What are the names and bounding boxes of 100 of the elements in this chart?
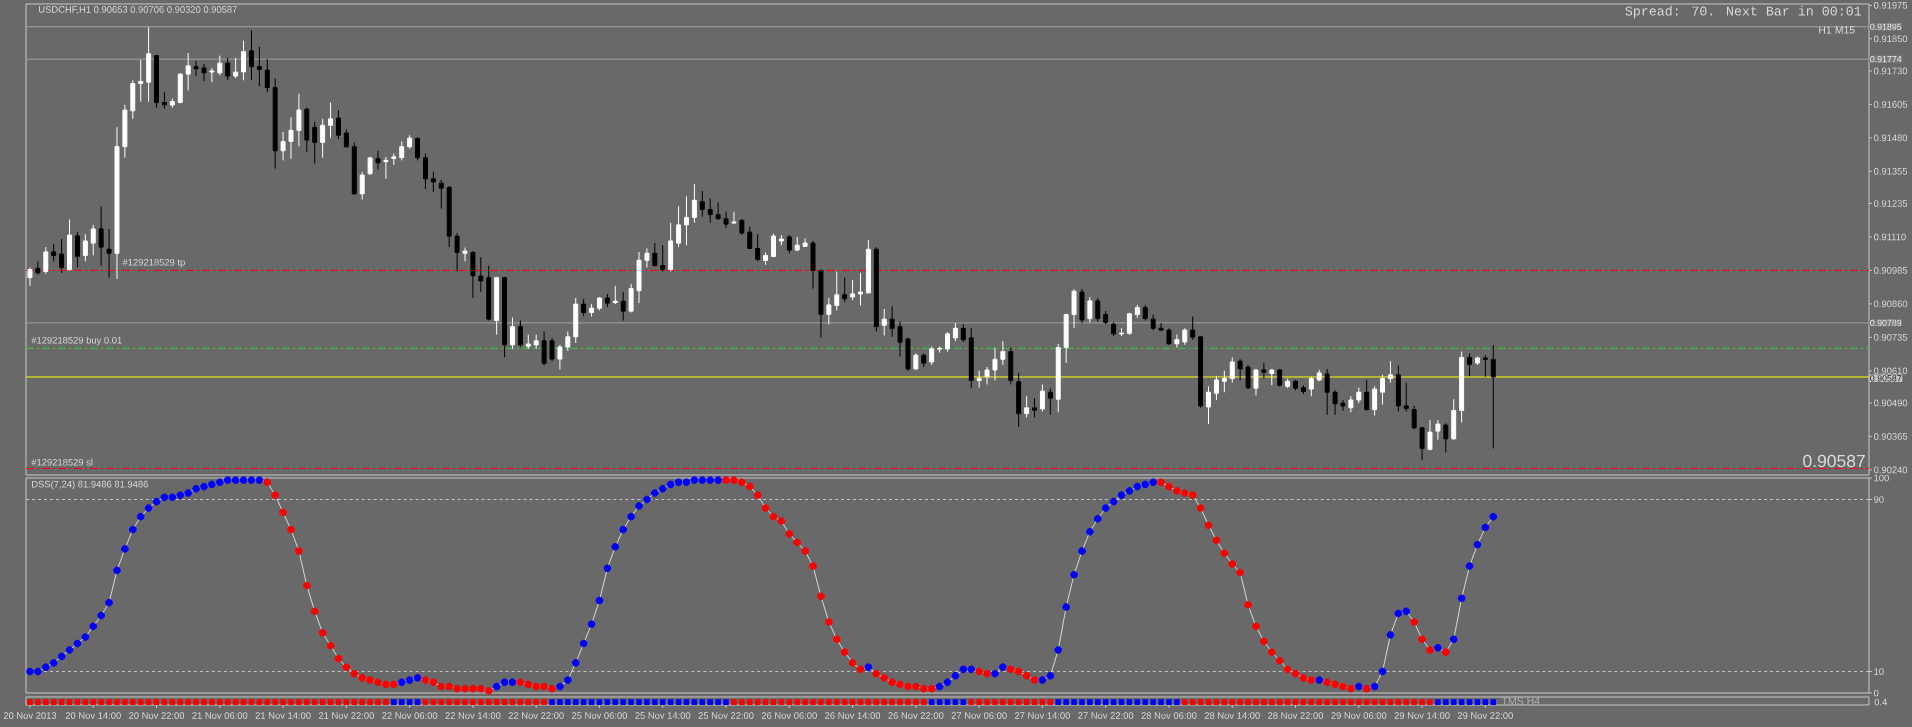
candlestick: [897, 320, 903, 358]
y-tick-label: 90: [1874, 496, 1884, 503]
candlestick: [106, 228, 112, 279]
x-tick-label: 27 Nov 14:00: [1014, 712, 1070, 719]
candlestick: [984, 366, 990, 385]
candlestick: [1000, 340, 1006, 366]
x-tick-label: 21 Nov 22:00: [318, 712, 374, 719]
candlestick: [248, 29, 254, 81]
y-tick-label: 0.91730: [1873, 67, 1908, 75]
candlestick: [1332, 389, 1338, 416]
candlestick: [27, 266, 33, 287]
candlestick: [383, 156, 389, 180]
candlestick: [858, 272, 863, 306]
candlestick: [1095, 297, 1101, 323]
x-tick-label: 22 Nov 14:00: [445, 712, 501, 719]
candlestick: [90, 224, 96, 256]
candlestick: [328, 102, 334, 139]
candlestick: [976, 370, 982, 389]
y-tick-label: 100: [1874, 474, 1889, 482]
chart-title: DSS(7,24) 81.9486 81.9486: [32, 480, 148, 490]
x-tick-label: 28 Nov 14:00: [1204, 712, 1260, 719]
y-tick-label: 0.91235: [1873, 200, 1908, 207]
candlestick: [755, 233, 761, 262]
candlestick: [509, 317, 515, 350]
text: 0.4: [1874, 698, 1888, 706]
x-tick-label: 28 Nov 22:00: [1268, 712, 1324, 719]
candlestick: [233, 57, 239, 79]
candlestick: [359, 171, 365, 200]
y-tick-label: 0.91110: [1873, 233, 1906, 241]
candlestick: [1261, 362, 1267, 380]
ref-line-label: 0.91895: [1870, 23, 1902, 30]
candlestick: [1372, 385, 1378, 417]
candlestick: [296, 93, 302, 147]
candlestick: [889, 305, 895, 338]
candlestick: [834, 270, 840, 311]
candlestick: [1047, 388, 1053, 416]
candlestick: [691, 183, 697, 224]
candlestick: [264, 58, 270, 93]
ref-line-label: 0.91774: [1870, 56, 1902, 63]
candlestick: [1237, 358, 1243, 381]
candlestick: [1087, 296, 1093, 323]
x-tick-label: 29 Nov 22:00: [1457, 712, 1513, 719]
y-tick-label: 0.90735: [1873, 334, 1908, 341]
candlestick: [470, 250, 476, 299]
y-tick-label: 0.91975: [1873, 2, 1908, 9]
x-tick-label: 27 Nov 22:00: [1078, 712, 1134, 719]
candlestick: [1387, 360, 1393, 384]
candlestick: [1024, 395, 1030, 418]
candlestick: [1403, 382, 1409, 413]
candlestick: [1490, 344, 1496, 449]
y-tick-label: 0.91850: [1873, 35, 1908, 43]
x-tick-label: 26 Nov 22:00: [888, 712, 944, 719]
x-tick-label: 25 Nov 06:00: [571, 712, 628, 719]
ref-line-label: 0.90587: [1870, 375, 1902, 382]
annotation: 0.90587: [1803, 454, 1865, 468]
candlestick: [1482, 354, 1488, 378]
candlestick: [98, 205, 104, 267]
x-tick-label: 26 Nov 14:00: [825, 712, 881, 719]
candlestick: [399, 140, 405, 161]
candlestick: [620, 291, 626, 321]
x-tick-label: 25 Nov 14:00: [635, 712, 691, 719]
candlestick: [1308, 376, 1314, 397]
candlestick: [723, 211, 729, 229]
candlestick: [612, 285, 618, 305]
candlestick: [438, 179, 444, 210]
candlestick: [1467, 352, 1473, 377]
candlestick: [786, 234, 792, 254]
chart-title: USDCHF,H1 0.90653 0.90706 0.90320 0.90587: [39, 6, 237, 14]
candlestick: [1443, 422, 1449, 453]
candlestick: [881, 308, 887, 336]
candlestick: [1324, 368, 1330, 416]
ref-line-label: #129218529 buy 0.01: [31, 336, 122, 346]
annotation: H1: [1819, 26, 1832, 34]
x-tick-label: 22 Nov 06:00: [382, 712, 438, 719]
candlestick: [1190, 315, 1196, 341]
candlestick: [43, 246, 49, 275]
candlestick: [660, 244, 666, 272]
candlestick: [1253, 368, 1259, 396]
candlestick: [422, 152, 428, 190]
candlestick: [82, 233, 88, 262]
ref-line-label: #129218529 sl: [31, 458, 93, 466]
candlestick: [217, 55, 223, 76]
candlestick: [35, 260, 41, 275]
candlestick: [842, 277, 848, 303]
candlestick: [541, 330, 547, 366]
candlestick: [1435, 419, 1441, 441]
candlestick: [707, 197, 713, 224]
candlestick: [335, 109, 341, 140]
candlestick: [1221, 370, 1227, 393]
candlestick: [684, 195, 689, 246]
candlestick: [731, 211, 737, 225]
y-tick-label: 0.91480: [1873, 134, 1908, 142]
y-tick-label: 0: [1873, 689, 1879, 697]
ref-line-label: #129218529 tp: [122, 258, 185, 268]
candlestick: [209, 67, 215, 83]
candlestick: [1245, 364, 1251, 390]
candlestick: [699, 190, 705, 218]
candlestick: [478, 256, 484, 293]
candlestick: [185, 52, 191, 91]
ref-line-label: 0.90789: [1870, 319, 1902, 327]
